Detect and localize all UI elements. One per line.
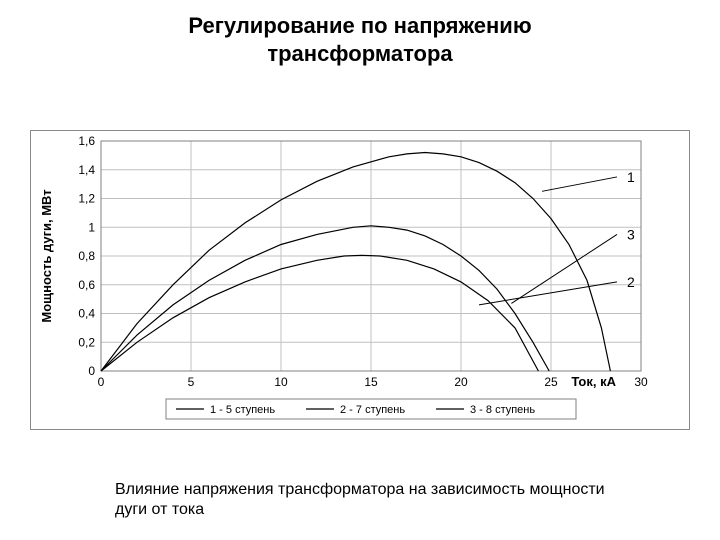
x-tick-label: 20 bbox=[454, 375, 468, 389]
x-tick-label: 30 bbox=[634, 375, 648, 389]
legend-label: 3 - 8 ступень bbox=[470, 404, 535, 416]
page-title: Регулирование по напряжению трансформато… bbox=[0, 12, 720, 67]
y-tick-label: 1 bbox=[88, 220, 95, 234]
x-tick-label: 25 bbox=[544, 375, 558, 389]
caption-text: Влияние напряжения трансформатора на зав… bbox=[115, 480, 615, 520]
page-root: Регулирование по напряжению трансформато… bbox=[0, 0, 720, 540]
legend-label: 2 - 7 ступень bbox=[340, 404, 405, 416]
y-tick-label: 1,6 bbox=[78, 134, 95, 148]
callout-label: 1 bbox=[627, 169, 635, 185]
title-line-1: Регулирование по напряжению bbox=[188, 13, 531, 38]
chart-svg: 0 5 10 15 20 25 30 0 0,2 0,4 0,6 0,8 1 1,2 1,4 1,6 Мощно… bbox=[31, 131, 689, 429]
x-axis-label: Ток, кА bbox=[571, 374, 616, 389]
title-line-2: трансформатора bbox=[267, 41, 452, 66]
x-tick-label: 15 bbox=[364, 375, 378, 389]
y-tick-label: 0 bbox=[88, 364, 95, 378]
y-tick-label: 0,6 bbox=[78, 278, 95, 292]
y-axis-label: Мощность дуги, МВт bbox=[39, 189, 54, 322]
callout-label: 2 bbox=[627, 274, 635, 290]
y-tick-label: 1,4 bbox=[78, 163, 95, 177]
y-tick-label: 1,2 bbox=[78, 192, 95, 206]
y-tick-label: 0,4 bbox=[78, 307, 95, 321]
x-tick-label: 5 bbox=[188, 375, 195, 389]
chart-container: 0 5 10 15 20 25 30 0 0,2 0,4 0,6 0,8 1 1,2 1,4 1,6 Мощно… bbox=[30, 130, 690, 430]
y-tick-label: 0,8 bbox=[78, 249, 95, 263]
y-tick-label: 0,2 bbox=[78, 335, 95, 349]
callout-label: 3 bbox=[627, 226, 635, 242]
x-tick-label: 10 bbox=[274, 375, 288, 389]
x-tick-label: 0 bbox=[98, 375, 105, 389]
legend-label: 1 - 5 ступень bbox=[210, 404, 275, 416]
